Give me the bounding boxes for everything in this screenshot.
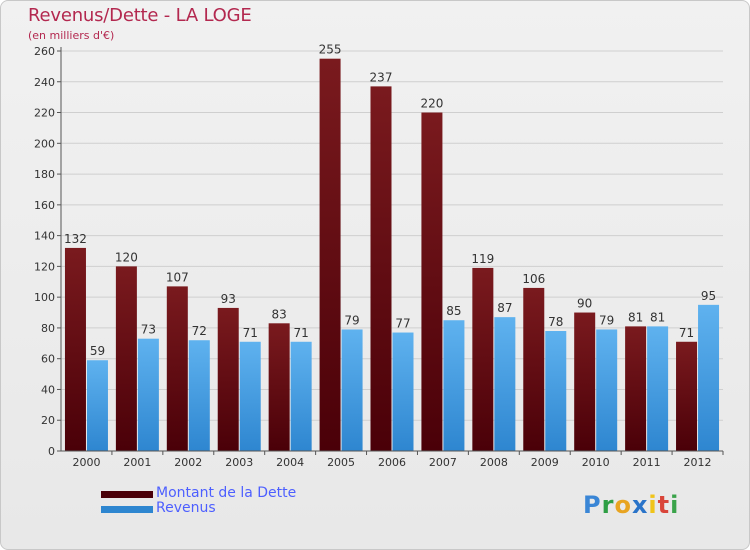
y-tick-label: 200: [34, 137, 55, 150]
bar-revenus: [392, 332, 414, 451]
data-label: 85: [446, 304, 461, 318]
x-tick-label: 2004: [276, 456, 304, 469]
bar-revenus: [188, 340, 210, 451]
bar-revenus: [239, 341, 261, 451]
bar-revenus: [596, 329, 618, 451]
data-label: 255: [319, 43, 342, 57]
bar-revenus: [86, 360, 108, 451]
x-tick-label: 2001: [123, 456, 151, 469]
logo-letter: r: [601, 491, 615, 519]
y-tick-label: 260: [34, 45, 55, 58]
y-tick-label: 20: [41, 414, 55, 427]
x-tick-label: 2005: [327, 456, 355, 469]
y-tick-label: 80: [41, 322, 55, 335]
bar-dette: [523, 287, 545, 451]
bar-dette: [421, 112, 443, 452]
chart-title: Revenus/Dette - LA LOGE: [28, 5, 252, 26]
y-tick-label: 40: [41, 383, 55, 396]
logo-letter: t: [657, 491, 671, 519]
bar-dette: [115, 266, 137, 451]
y-tick-label: 0: [48, 445, 55, 458]
data-label: 106: [522, 272, 545, 286]
y-tick-label: 240: [34, 76, 55, 89]
data-label: 77: [395, 317, 410, 331]
data-label: 73: [141, 323, 156, 337]
bar-dette: [625, 326, 647, 451]
x-tick-label: 2006: [378, 456, 406, 469]
chart-subtitle: (en milliers d'€): [28, 29, 115, 42]
x-tick-label: 2009: [531, 456, 559, 469]
data-label: 79: [344, 313, 359, 327]
bar-revenus: [698, 304, 720, 451]
bar-dette: [64, 247, 86, 451]
bar-dette: [268, 323, 290, 451]
x-tick-label: 2010: [582, 456, 610, 469]
data-label: 71: [294, 326, 309, 340]
data-label: 95: [701, 289, 716, 303]
y-tick-label: 120: [34, 260, 55, 273]
bar-revenus: [545, 331, 567, 451]
legend-label-revenus: Revenus: [156, 500, 216, 516]
data-label: 81: [650, 310, 665, 324]
data-label: 83: [272, 307, 287, 321]
x-tick-label: 2002: [174, 456, 202, 469]
logo-letter: i: [648, 491, 658, 519]
bar-revenus: [647, 326, 669, 451]
data-label: 90: [577, 297, 592, 311]
data-label: 87: [497, 301, 512, 315]
bar-chart: 132 59 120 73 107 72 93 71 83 71 255 79 237 77 220 85 11…: [34, 43, 724, 469]
legend-swatch-revenus: [101, 506, 153, 513]
bar-revenus: [494, 317, 516, 451]
data-label: 120: [115, 250, 138, 264]
x-tick-label: 2008: [480, 456, 508, 469]
bar-dette: [370, 86, 392, 451]
y-tick-label: 60: [41, 353, 55, 366]
data-label: 71: [243, 326, 258, 340]
data-label: 71: [679, 326, 694, 340]
bar-revenus: [443, 320, 465, 451]
logo-letter: x: [631, 491, 649, 519]
bar-dette: [319, 58, 341, 451]
logo-letter: i: [670, 491, 680, 519]
data-label: 220: [420, 97, 443, 111]
data-label: 237: [370, 70, 393, 84]
data-label: 79: [599, 313, 614, 327]
data-label: 59: [90, 344, 105, 358]
data-label: 107: [166, 270, 189, 284]
data-label: 119: [471, 252, 494, 266]
y-tick-label: 100: [34, 291, 55, 304]
x-tick-label: 2003: [225, 456, 253, 469]
legend-label-dette: Montant de la Dette: [156, 485, 297, 501]
x-tick-label: 2012: [684, 456, 712, 469]
logo-letter: P: [583, 491, 602, 519]
legend-swatch-dette: [101, 491, 153, 498]
data-label: 72: [192, 324, 207, 338]
y-tick-label: 160: [34, 199, 55, 212]
y-tick-label: 180: [34, 168, 55, 181]
bar-dette: [472, 267, 494, 451]
data-label: 132: [64, 232, 87, 246]
y-tick-label: 140: [34, 230, 55, 243]
proxiti-logo: Proxiti: [583, 491, 679, 519]
bar-dette: [574, 312, 596, 451]
y-tick-label: 220: [34, 107, 55, 120]
data-label: 81: [628, 310, 643, 324]
x-tick-label: 2007: [429, 456, 457, 469]
data-label: 93: [221, 292, 236, 306]
x-tick-label: 2000: [72, 456, 100, 469]
bar-revenus: [290, 341, 312, 451]
bar-dette: [217, 307, 239, 451]
x-tick-label: 2011: [633, 456, 661, 469]
bar-dette: [166, 286, 188, 451]
bar-revenus: [137, 338, 159, 451]
bar-dette: [676, 341, 698, 451]
data-label: 78: [548, 315, 563, 329]
logo-letter: o: [614, 491, 632, 519]
bar-revenus: [341, 329, 363, 451]
